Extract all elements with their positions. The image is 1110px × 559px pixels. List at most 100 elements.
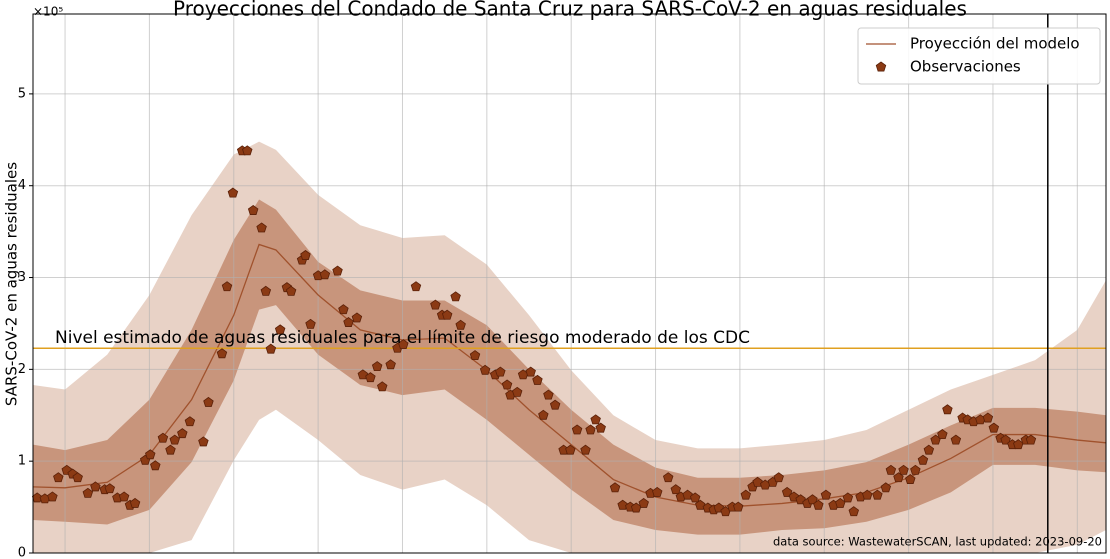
confidence-band — [33, 199, 1106, 535]
observation-point — [441, 309, 453, 320]
observation-point — [511, 386, 523, 397]
legend: Proyección del modelo Observaciones — [857, 27, 1101, 85]
observation-point — [807, 494, 818, 505]
observation-point — [525, 366, 536, 377]
observation-point — [203, 396, 214, 407]
observation-point — [617, 499, 628, 510]
y-tick-label: 4 — [18, 178, 26, 193]
observation-point — [590, 414, 601, 425]
observation-point — [905, 474, 916, 484]
observation-point — [145, 449, 156, 460]
observation-point — [47, 491, 58, 502]
observation-point — [227, 187, 239, 198]
observation-point — [988, 422, 1000, 433]
observation-point — [937, 429, 948, 439]
observation-point — [773, 472, 784, 483]
observation-point — [343, 317, 354, 327]
observation-point — [371, 361, 383, 372]
observation-point — [982, 412, 994, 423]
observation-point — [695, 499, 706, 510]
observation-point — [543, 389, 554, 400]
observation-point — [221, 281, 233, 292]
observation-point — [942, 404, 953, 415]
observation-point — [898, 464, 909, 475]
observation-point — [670, 484, 682, 495]
y-axis-label: SARS-CoV-2 en aguas residuales — [3, 162, 21, 406]
observation-point — [532, 374, 543, 385]
observation-point — [274, 324, 286, 335]
observation-point — [820, 489, 832, 500]
observation-point — [842, 492, 854, 503]
y-tick-label: 2 — [18, 362, 26, 377]
observation-point — [571, 424, 583, 435]
observation-point — [501, 379, 513, 390]
legend-marker-swatch — [875, 61, 887, 72]
observation-point — [216, 348, 228, 359]
observation-point — [157, 432, 169, 443]
observation-point — [910, 464, 921, 475]
observation-point — [740, 489, 752, 500]
observation-point — [300, 249, 311, 260]
observation-point — [917, 454, 929, 465]
observation-point — [247, 205, 259, 215]
observation-point — [848, 506, 860, 517]
data-source: data source: WastewaterSCAN, last update… — [773, 535, 1102, 549]
observation-point — [862, 489, 873, 500]
model-line — [32, 243, 1107, 507]
observation-point — [813, 499, 824, 510]
observation-point — [104, 483, 115, 494]
observation-point — [455, 319, 466, 330]
observation-point — [565, 444, 576, 455]
observation-point — [479, 364, 491, 375]
observation-point — [357, 369, 369, 380]
observation-point — [1000, 434, 1011, 445]
observation-point — [538, 409, 549, 420]
observation-point — [165, 444, 176, 455]
legend-label: Proyección del modelo — [910, 35, 1080, 53]
observation-point — [880, 482, 892, 493]
observation-point — [53, 472, 64, 483]
observation-point — [72, 472, 83, 483]
y-tick-label: 1 — [18, 454, 26, 469]
observation-point — [872, 489, 883, 500]
observation-point — [82, 487, 94, 498]
observation-point — [835, 497, 846, 508]
observation-point — [580, 444, 591, 455]
observation-point — [682, 489, 693, 500]
observation-point — [184, 416, 196, 427]
observation-point — [169, 434, 180, 445]
observation-point — [689, 492, 701, 503]
observation-point — [118, 491, 130, 502]
observation-point — [338, 304, 349, 315]
observation-point — [305, 318, 316, 329]
observation-point — [638, 497, 649, 508]
observation-point — [150, 460, 161, 471]
observation-point — [129, 497, 141, 508]
observation-point — [752, 476, 763, 487]
observation-point — [260, 285, 272, 296]
observation-point — [609, 482, 621, 493]
observation-point — [398, 339, 409, 350]
chart-title: Proyecciones del Condado de Santa Cruz p… — [173, 0, 967, 21]
threshold-label: Nivel estimado de aguas residuales para … — [55, 328, 750, 348]
observation-point — [90, 481, 101, 492]
observation-point — [781, 486, 793, 497]
y-tick-label: 5 — [18, 86, 26, 101]
observation-point — [177, 428, 188, 439]
observation-point — [893, 472, 904, 483]
observation-point — [385, 359, 396, 370]
observation-point — [585, 424, 596, 435]
observation-point — [365, 372, 376, 383]
observation-point — [332, 265, 343, 276]
observation-point — [495, 366, 506, 377]
observation-point — [595, 422, 606, 433]
observation-point — [351, 312, 363, 323]
observation-point — [319, 269, 331, 280]
observation-point — [256, 222, 267, 233]
observation-point — [198, 436, 209, 447]
observation-point — [950, 434, 962, 445]
observation-point — [923, 444, 935, 455]
observation-point — [450, 291, 461, 302]
legend-box — [857, 27, 1101, 85]
